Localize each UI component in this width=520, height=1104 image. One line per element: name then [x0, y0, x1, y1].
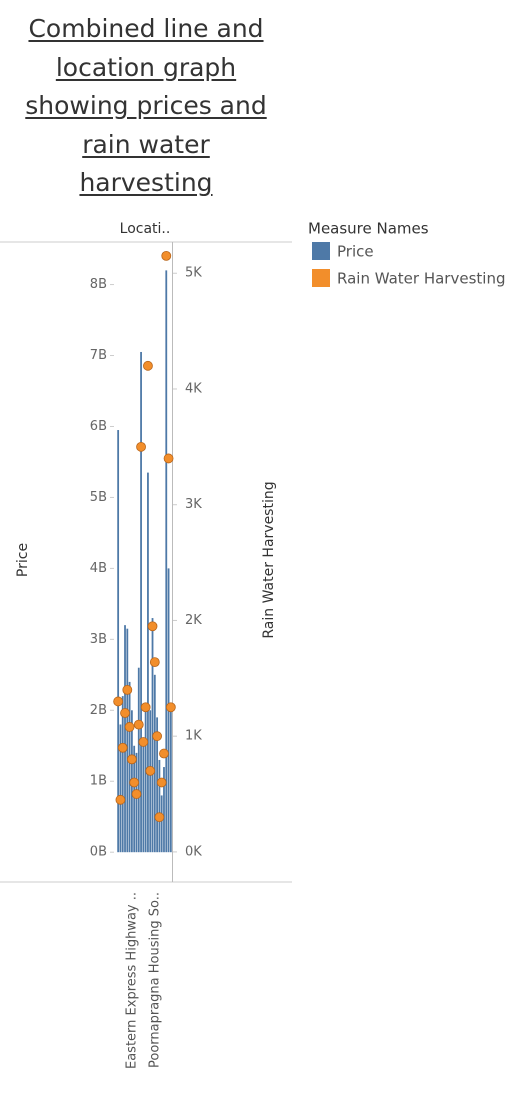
y-tick-label: 2B: [90, 703, 107, 718]
y-tick-label: 4B: [90, 561, 107, 576]
bar: [156, 717, 159, 853]
y-tick-label: 3B: [90, 632, 107, 647]
dot: [140, 702, 151, 713]
bar: [121, 696, 124, 853]
y-tick-label: 8B: [90, 277, 107, 292]
dot: [147, 621, 158, 632]
dot: [143, 360, 153, 371]
bar: [153, 674, 156, 853]
dot: [113, 696, 124, 707]
bar: [158, 759, 161, 853]
bar: [117, 430, 120, 853]
bar: [137, 667, 140, 853]
y2-tick-label: 1K: [185, 729, 202, 744]
dot: [138, 737, 149, 747]
bar: [165, 270, 168, 853]
legend-swatch: [312, 242, 330, 260]
column-header: Locati..: [120, 221, 171, 237]
dot: [124, 722, 135, 732]
dot: [133, 719, 144, 730]
dot: [159, 748, 169, 759]
bar: [149, 710, 152, 853]
y-tick-label: 1B: [90, 774, 107, 789]
dot: [117, 742, 128, 753]
dot: [165, 702, 176, 713]
y2-tick-label: 2K: [185, 613, 202, 628]
dot: [122, 684, 133, 695]
dot: [136, 441, 146, 452]
y2-axis-label: Rain Water Harvesting: [261, 481, 277, 638]
y-tick-label: 5B: [90, 490, 107, 505]
bar: [142, 738, 145, 853]
y2-tick-label: 0K: [185, 844, 202, 859]
dot: [149, 657, 160, 668]
chart-title: Combined line and location graph showing…: [25, 14, 267, 197]
y-axis-label: Price: [15, 543, 31, 577]
dot: [129, 777, 140, 788]
dot: [161, 250, 172, 261]
x-tick-label: Poornapragna Housing So..: [147, 892, 162, 1068]
dot: [126, 754, 137, 765]
legend-title: Measure Names: [308, 220, 429, 238]
bar: [160, 795, 163, 853]
bar: [124, 625, 126, 853]
dot: [154, 812, 165, 823]
dot: [156, 777, 167, 788]
bar: [144, 703, 147, 853]
bar: [133, 745, 136, 853]
dot: [152, 731, 163, 742]
y2-tick-label: 4K: [185, 381, 202, 396]
legend-swatch: [312, 269, 330, 287]
bar: [169, 710, 172, 853]
x-tick-label: Eastern Express Highway ..: [124, 892, 139, 1069]
dot: [131, 789, 142, 799]
bar: [163, 767, 165, 853]
dot: [163, 453, 174, 464]
y2-tick-label: 5K: [185, 266, 202, 281]
bar: [126, 628, 129, 853]
bar: [119, 724, 122, 853]
bar: [140, 351, 142, 853]
y-tick-label: 7B: [90, 348, 107, 363]
legend-label: Price: [337, 243, 374, 261]
y-tick-label: 0B: [90, 845, 107, 860]
dot: [115, 794, 126, 805]
bar: [135, 752, 138, 853]
y-tick-label: 6B: [90, 419, 107, 434]
dot: [145, 765, 156, 776]
dot: [120, 708, 130, 718]
bar: [147, 472, 149, 853]
y2-tick-label: 3K: [185, 497, 202, 512]
legend-label: Rain Water Harvesting: [337, 270, 505, 288]
bar: [128, 681, 131, 853]
